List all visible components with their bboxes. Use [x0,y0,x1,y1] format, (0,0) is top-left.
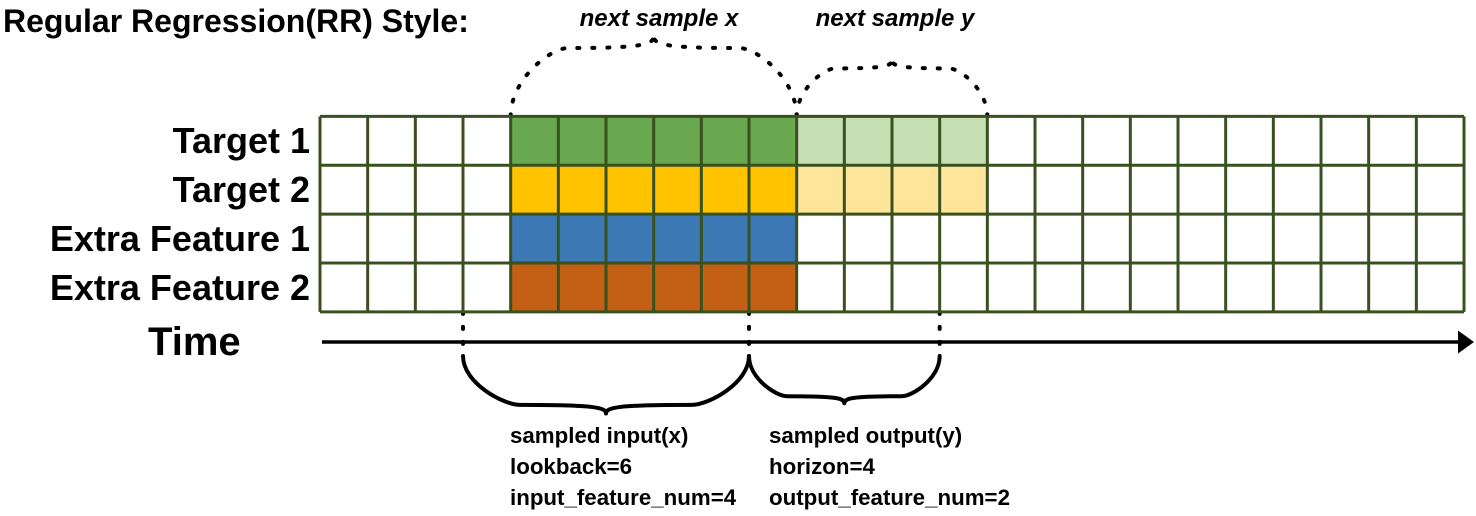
svg-text:next sample y: next sample y [816,5,976,32]
svg-text:input_feature_num=4: input_feature_num=4 [510,485,737,510]
svg-text:next sample x: next sample x [580,5,740,32]
svg-text:sampled output(y): sampled output(y) [769,423,962,448]
svg-text:lookback=6: lookback=6 [510,454,632,479]
svg-text:Extra Feature 1: Extra Feature 1 [50,218,310,259]
svg-text:output_feature_num=2: output_feature_num=2 [769,485,1010,510]
svg-text:Regular Regression(RR) Style:: Regular Regression(RR) Style: [3,3,469,39]
svg-text:horizon=4: horizon=4 [769,454,876,479]
svg-text:Target 2: Target 2 [173,169,310,210]
svg-text:Target 1: Target 1 [173,120,310,161]
svg-text:Extra Feature 2: Extra Feature 2 [50,267,310,308]
svg-text:sampled input(x): sampled input(x) [510,423,688,448]
svg-text:Time: Time [148,320,241,364]
